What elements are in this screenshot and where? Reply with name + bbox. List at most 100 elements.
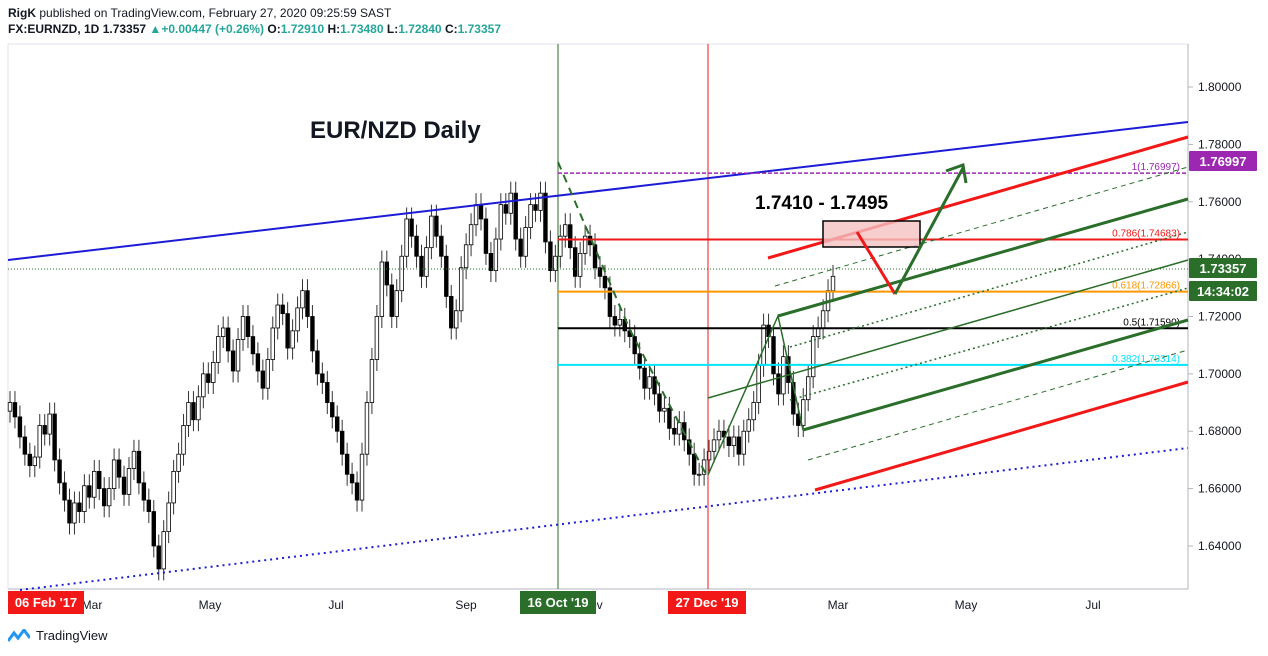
candle-body — [553, 255, 558, 272]
candle-body — [369, 359, 375, 403]
candle-body — [354, 482, 360, 501]
upper-blue-trendline[interactable] — [7, 121, 1189, 261]
candle-body — [250, 336, 256, 355]
green-median-line[interactable] — [707, 259, 1189, 399]
candle-body — [771, 336, 776, 375]
candle-body — [523, 227, 528, 257]
plot-background — [7, 43, 1189, 590]
candle-body — [518, 238, 523, 257]
candle-body — [434, 215, 439, 237]
candle-body — [414, 235, 419, 257]
channel-lines[interactable] — [707, 135, 1189, 492]
red-pullback-arrow — [855, 231, 897, 295]
candle-body — [206, 373, 211, 383]
fib-level-label: 0.382(1.70314) — [1112, 354, 1180, 365]
candle-body — [181, 425, 186, 455]
green-lower-channel[interactable] — [802, 318, 1189, 432]
target-zone-label: 1.7410 - 1.7495 — [755, 193, 889, 214]
fibonacci-retracement[interactable]: 1(1.76997) 0.786(1.74683) 0.618(1.72866) 0.… — [558, 162, 1188, 366]
candle-body — [746, 419, 751, 432]
lower-blue-dotted-trendline[interactable] — [19, 447, 1189, 591]
candle-body — [389, 284, 394, 317]
candle-body — [513, 192, 518, 240]
green-dotted-inner-lower — [789, 287, 1189, 401]
green-dotted-inner-upper — [789, 231, 1189, 348]
tradingview-brand[interactable]: TradingView — [8, 628, 108, 643]
author-name[interactable]: RigK — [8, 6, 36, 20]
high-label: H: — [327, 22, 341, 36]
candle-body — [444, 255, 449, 297]
price-badge: 1.76997 — [1189, 151, 1257, 171]
candle-body — [280, 304, 285, 315]
candle-body — [736, 436, 742, 455]
candle-body — [330, 402, 335, 418]
candle-body — [696, 473, 702, 476]
candle-body — [632, 336, 637, 355]
candle-body — [27, 453, 33, 467]
candle-body — [240, 316, 246, 340]
high-value: 1.73480 — [340, 22, 384, 36]
y-tick-label: 1.76000 — [1198, 195, 1242, 209]
candle-body — [379, 261, 385, 317]
candle-body — [483, 218, 489, 254]
candle-body — [47, 413, 52, 435]
candle-body — [310, 316, 315, 352]
candle-body — [458, 267, 464, 312]
x-tick-label: Jul — [328, 598, 343, 612]
price-badge: 14:34:02 — [1189, 281, 1257, 301]
candle-body — [374, 316, 380, 360]
up-triangle-icon: ▲ — [149, 22, 162, 36]
candle-body — [662, 407, 667, 412]
candle-body — [87, 485, 92, 498]
candle-body — [538, 192, 543, 211]
candle-body — [543, 192, 548, 243]
candle-body — [235, 339, 241, 372]
chart-title: EUR/NZD Daily — [310, 117, 481, 144]
open-label: O: — [267, 22, 281, 36]
candle-body — [741, 430, 746, 455]
candle-body — [810, 336, 816, 378]
red-lower-channel[interactable] — [814, 380, 1189, 492]
candle-body — [141, 482, 147, 501]
candle-body — [335, 416, 340, 432]
candle-body — [691, 453, 697, 475]
x-tick-label: May — [955, 598, 978, 612]
time-marker-badge: 16 Oct '19 — [520, 591, 596, 614]
candle-body — [830, 275, 836, 292]
candle-body — [216, 336, 221, 363]
price-axis[interactable]: 1.800001.780001.760001.740001.720001.700… — [1188, 80, 1242, 553]
green-upper-channel[interactable] — [777, 197, 1189, 318]
candle-body — [582, 235, 588, 254]
y-tick-label: 1.78000 — [1198, 137, 1242, 151]
candle-body — [577, 252, 583, 277]
candle-body — [92, 470, 97, 498]
footer-bar: TradingView — [0, 620, 1268, 656]
candle-body — [339, 430, 345, 455]
candle-body — [265, 359, 271, 389]
candle-body — [245, 316, 251, 337]
fib-level-label: 1(1.76997) — [1132, 162, 1180, 173]
low-label: L: — [386, 22, 399, 36]
candle-body — [230, 350, 236, 372]
published-text: published on TradingView.com, February 2… — [39, 6, 392, 20]
close-value: 1.73357 — [457, 22, 502, 36]
y-tick-label: 1.68000 — [1198, 424, 1242, 438]
candle-body — [503, 204, 508, 214]
candle-body — [592, 244, 598, 269]
last-price: 1.73357 — [102, 22, 147, 36]
candle-body — [776, 373, 781, 395]
candle-body — [399, 255, 404, 292]
candle-body — [126, 468, 132, 495]
candle-body — [121, 476, 127, 495]
candle-body — [726, 436, 732, 446]
candle-body — [806, 376, 811, 401]
candle-body — [52, 413, 57, 461]
candle-body — [493, 238, 499, 272]
candle-body — [344, 453, 350, 475]
candle-body — [7, 402, 13, 412]
svg-text:1.76997: 1.76997 — [1200, 154, 1247, 169]
symbol-label: FX:EURNZD, 1D — [8, 22, 100, 36]
candle-body — [161, 531, 166, 570]
target-zone-box[interactable] — [822, 220, 921, 248]
